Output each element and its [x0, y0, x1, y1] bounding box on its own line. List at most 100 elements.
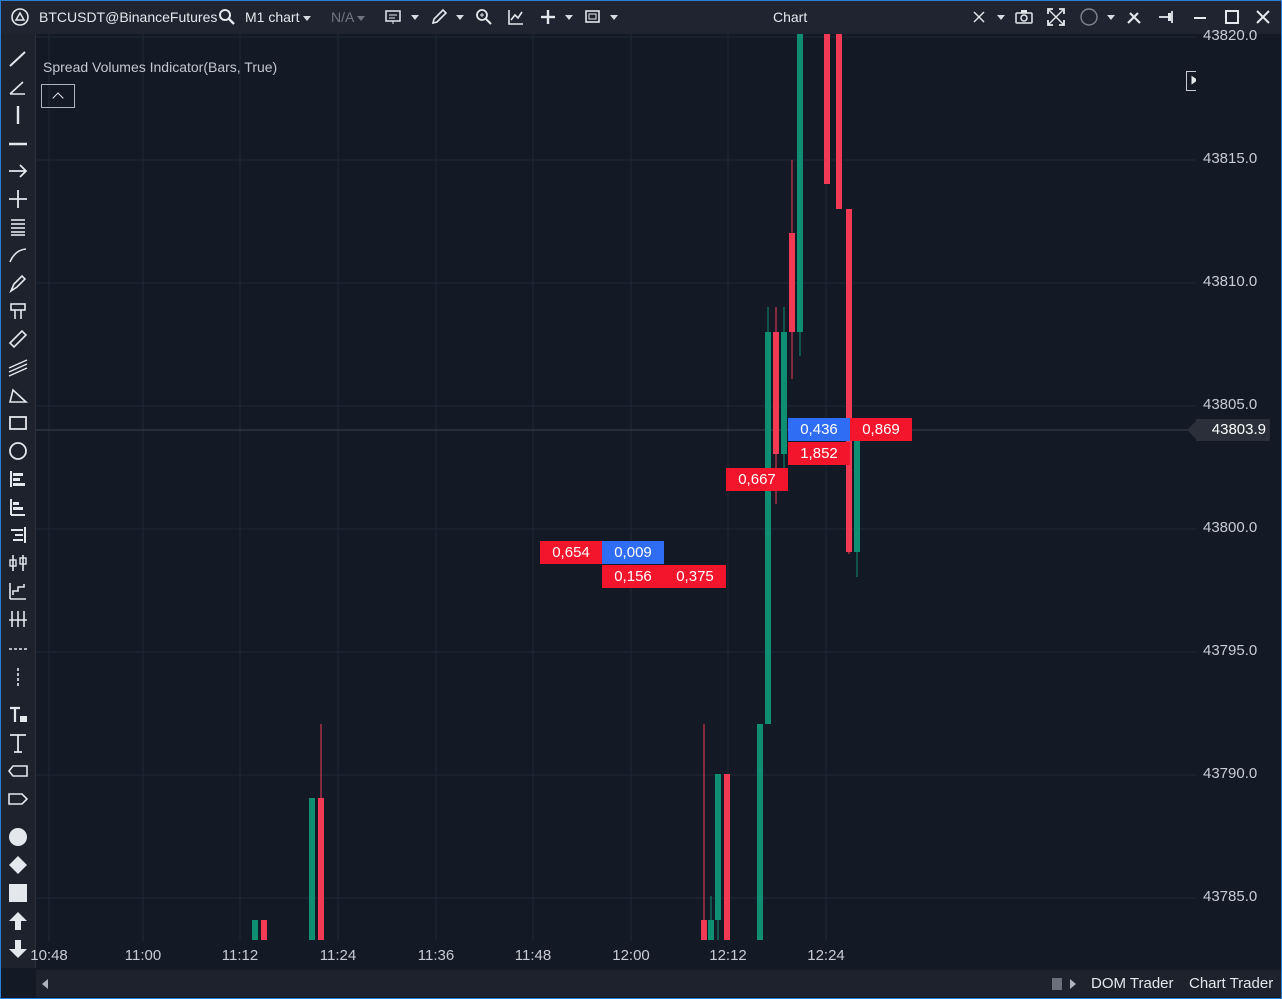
maximize-icon[interactable] — [1222, 7, 1242, 27]
arrow-right-icon[interactable] — [7, 160, 29, 182]
circle-marker-icon[interactable] — [7, 826, 29, 848]
dotted-line-icon[interactable] — [7, 638, 29, 660]
angle-line-icon[interactable] — [7, 76, 29, 98]
scroll-to-end-button[interactable] — [1186, 71, 1196, 91]
ruler-icon[interactable] — [7, 328, 29, 350]
chevron-down-icon[interactable] — [565, 15, 573, 20]
candle-body — [824, 34, 830, 184]
candle-body — [309, 798, 315, 940]
pin-icon[interactable] — [1156, 7, 1176, 27]
chart-type-icon[interactable] — [384, 7, 404, 27]
search-icon[interactable] — [217, 7, 237, 27]
title-bar: BTCUSDT@BinanceFutures M1 chart N/A Char… — [1, 1, 1281, 34]
link-group-icon[interactable] — [1079, 7, 1099, 27]
spread-volume-label: 1,852 — [788, 442, 850, 465]
price-tick-label: 43800.0 — [1203, 519, 1258, 536]
chevron-down-icon[interactable] — [411, 15, 419, 20]
arrow-down-icon[interactable] — [7, 938, 29, 960]
vertical-line-icon[interactable] — [7, 104, 29, 126]
horizontal-scrollbar[interactable] — [36, 970, 1082, 997]
volume-profile-icon[interactable] — [7, 468, 29, 490]
pitchfork-icon[interactable] — [7, 300, 29, 322]
pencil-icon[interactable] — [429, 7, 449, 27]
candle-body — [854, 430, 860, 552]
time-tick-label: 11:36 — [417, 947, 455, 964]
timeframe-selector[interactable]: M1 chart — [245, 1, 312, 34]
spread-volume-label: 0,156 — [602, 565, 664, 588]
rectangle-icon[interactable] — [7, 412, 29, 434]
scroll-right-icon[interactable] — [1068, 978, 1078, 990]
minimize-icon[interactable] — [1190, 7, 1210, 27]
time-tick-label: 11:24 — [319, 947, 357, 964]
brush-icon[interactable] — [7, 272, 29, 294]
cluster-icon[interactable] — [7, 552, 29, 574]
time-tick-label: 12:12 — [709, 947, 747, 964]
horizontal-line-icon[interactable] — [7, 132, 29, 154]
chevron-down-icon[interactable] — [456, 15, 464, 20]
scroll-left-icon[interactable] — [40, 978, 50, 990]
indicators-icon[interactable] — [506, 7, 526, 27]
bottom-panel-buttons: DOM Trader Chart Trader — [1082, 970, 1281, 997]
square-marker-icon[interactable] — [7, 882, 29, 904]
spread-volume-label: 0,654 — [540, 541, 602, 564]
price-axis[interactable]: 43820.0 43815.0 43810.0 43805.0 43800.0 43795… — [1196, 27, 1282, 941]
time-axis[interactable]: 10:48 11:00 11:12 11:24 11:36 11:48 12:00 12:12… — [30, 941, 1196, 969]
triangle-icon[interactable] — [7, 384, 29, 406]
crossline-icon[interactable] — [7, 188, 29, 210]
text-icon[interactable] — [7, 732, 29, 754]
line-icon[interactable] — [7, 48, 29, 70]
chevron-down-icon — [357, 15, 366, 21]
chart-trader-button[interactable]: Chart Trader — [1189, 975, 1274, 992]
settings-tools-icon[interactable] — [1124, 7, 1144, 27]
candle-body — [757, 724, 763, 940]
app-logo-icon — [10, 7, 30, 27]
diamond-marker-icon[interactable] — [7, 854, 29, 876]
fullscreen-icon[interactable] — [1046, 7, 1066, 27]
chevron-down-icon[interactable] — [997, 15, 1005, 20]
spread-volume-label: 0,667 — [726, 468, 788, 491]
spread-volume-label: 0,436 — [788, 418, 850, 441]
symbol-selector[interactable]: BTCUSDT@BinanceFutures — [39, 9, 218, 25]
close-icon[interactable] — [1253, 7, 1273, 27]
skip-end-icon — [1191, 75, 1196, 85]
window-layout-icon[interactable] — [583, 7, 603, 27]
indicator-label[interactable]: Spread Volumes Indicator(Bars, True) — [43, 59, 278, 75]
time-tick-label: 11:00 — [124, 947, 162, 964]
step-line-icon[interactable] — [7, 580, 29, 602]
chevron-down-icon — [303, 15, 312, 21]
scroll-thumb[interactable] — [1052, 978, 1062, 990]
template-label: N/A — [331, 9, 354, 25]
zoom-icon[interactable] — [474, 7, 494, 27]
add-icon[interactable] — [538, 7, 558, 27]
chevron-down-icon[interactable] — [1107, 15, 1115, 20]
candle-body — [797, 34, 803, 332]
text-lock-icon[interactable] — [7, 704, 29, 726]
chart-area[interactable]: Spread Volumes Indicator(Bars, True) 0,6… — [36, 34, 1196, 941]
price-label-icon[interactable] — [7, 760, 29, 782]
candle-body — [773, 332, 779, 454]
fibonacci-icon[interactable] — [7, 216, 29, 238]
dotted-vertical-icon[interactable] — [7, 666, 29, 688]
template-selector[interactable]: N/A — [331, 1, 366, 34]
ellipse-icon[interactable] — [7, 440, 29, 462]
collapse-button[interactable] — [41, 84, 75, 108]
time-tick-label: 11:12 — [221, 947, 259, 964]
price-tick-label: 43785.0 — [1203, 888, 1258, 905]
volume-profile-alt-icon[interactable] — [7, 496, 29, 518]
arrow-up-icon[interactable] — [7, 910, 29, 932]
curve-icon[interactable] — [7, 244, 29, 266]
candle-body — [789, 233, 795, 332]
crosshair-icon[interactable] — [969, 7, 989, 27]
chevron-down-icon[interactable] — [610, 15, 618, 20]
dom-trader-button[interactable]: DOM Trader — [1091, 975, 1174, 992]
candle-body — [846, 209, 852, 552]
market-profile-icon[interactable] — [7, 524, 29, 546]
tag-icon[interactable] — [7, 788, 29, 810]
price-tick-label: 43790.0 — [1203, 765, 1258, 782]
time-tick-label: 12:24 — [807, 947, 845, 964]
price-tick-label: 43810.0 — [1203, 273, 1258, 290]
price-tick-label: 43820.0 — [1203, 27, 1258, 44]
camera-icon[interactable] — [1014, 7, 1034, 27]
footprint-icon[interactable] — [7, 608, 29, 630]
channel-icon[interactable] — [7, 356, 29, 378]
